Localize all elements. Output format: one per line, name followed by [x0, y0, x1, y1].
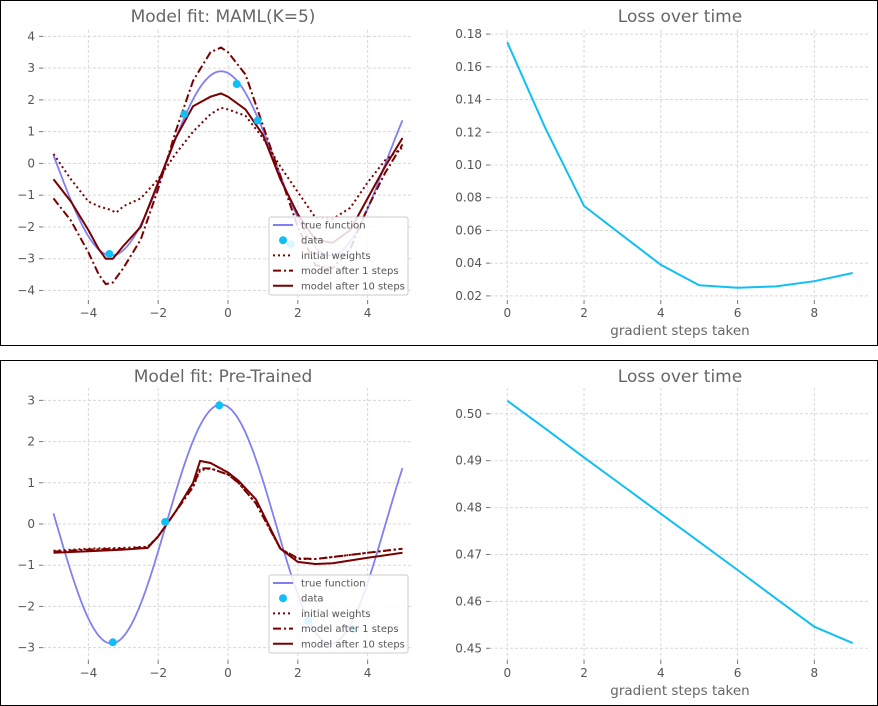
- top-left-legend-label-0: true function: [301, 221, 366, 232]
- bottom-left-title: Model fit: Pre-Trained: [134, 367, 313, 387]
- top-right-ytick-label-4: 0.10: [455, 158, 482, 172]
- bottom-right-ytick-label-3: 0.48: [455, 501, 482, 515]
- top-left-legend-label-4: model after 10 steps: [301, 281, 405, 292]
- bottom-right-xtick-label-3: 6: [734, 666, 742, 680]
- top-left-ytick-label-3: −1: [17, 188, 35, 202]
- bottom-left-xtick-label-4: 4: [364, 666, 372, 680]
- bottom-left-series-dashdot: [53, 467, 403, 561]
- bottom-left-data-point-2: [215, 401, 224, 410]
- top-right-loss-line: [506, 41, 853, 289]
- top-left-ytick-label-8: 4: [27, 29, 35, 43]
- top-right-title: Loss over time: [618, 7, 742, 27]
- top-right-xtick-label-2: 4: [657, 306, 665, 320]
- bottom-left-xtick-label-2: 0: [224, 666, 232, 680]
- bottom-left-legend-label-1: data: [301, 594, 324, 605]
- bottom-left-legend-label-4: model after 10 steps: [301, 639, 405, 650]
- bottom-left-ytick-label-4: 1: [27, 476, 35, 490]
- bottom-left-legend-label-3: model after 1 steps: [301, 624, 399, 635]
- bottom-left-ytick-label-6: 3: [27, 393, 35, 407]
- bottom-right-xtick-label-0: 0: [503, 666, 511, 680]
- bottom-right-xtick-label-4: 8: [811, 666, 819, 680]
- bottom-right-loss-line: [506, 399, 854, 645]
- top-right-ytick-label-5: 0.12: [455, 125, 482, 139]
- bottom-left-ytick-label-5: 2: [27, 435, 35, 449]
- top-left-legend-swatch-1: [279, 236, 287, 245]
- top-left-xtick-label-1: −2: [149, 306, 167, 320]
- top-right-ytick-label-7: 0.16: [455, 60, 482, 74]
- top-right-xlabel: gradient steps taken: [610, 323, 749, 339]
- bottom-left-ytick-label-2: −1: [17, 558, 35, 572]
- top-left-legend-label-3: model after 1 steps: [301, 266, 399, 277]
- top-left-legend-label-2: initial weights: [301, 251, 371, 262]
- bottom-right-ytick-label-0: 0.45: [455, 641, 482, 655]
- bottom-left-legend-box: [268, 574, 409, 654]
- top-right-xtick-label-3: 6: [734, 306, 742, 320]
- top-left-ytick-label-6: 2: [27, 93, 35, 107]
- bottom-left-legend-swatch-1: [279, 594, 287, 603]
- bottom-right-xtick-label-2: 4: [657, 666, 665, 680]
- top-left-ytick-label-1: −3: [17, 252, 35, 266]
- figure-panel-maml: [0, 0, 878, 346]
- bottom-left-data-point-0: [108, 638, 117, 647]
- bottom-left-legend-label-0: true function: [301, 579, 366, 590]
- bottom-left-xtick-label-0: −4: [80, 666, 98, 680]
- top-left-ytick-label-4: 0: [27, 156, 35, 170]
- bottom-left-series-dotted: [53, 467, 403, 560]
- top-left-ytick-label-7: 3: [27, 61, 35, 75]
- top-left-legend-box: [268, 216, 409, 296]
- bottom-right-ytick-label-4: 0.49: [455, 454, 482, 468]
- bottom-right-xlabel: gradient steps taken: [610, 683, 749, 699]
- top-left-xtick-label-3: 2: [294, 306, 302, 320]
- bottom-left-xtick-label-3: 2: [294, 666, 302, 680]
- top-right-ytick-label-6: 0.14: [455, 93, 482, 107]
- top-left-series-dashdot: [52, 46, 404, 286]
- top-right-ytick-label-2: 0.06: [455, 223, 482, 237]
- top-left-ytick-label-5: 1: [27, 125, 35, 139]
- bottom-right-ytick-label-5: 0.50: [455, 407, 482, 421]
- top-right-xtick-label-4: 8: [811, 306, 819, 320]
- bottom-left-ytick-label-1: −2: [17, 599, 35, 613]
- top-right-ytick-label-0: 0.02: [455, 289, 482, 303]
- top-right-xtick-label-1: 2: [580, 306, 588, 320]
- top-left-data-point-0: [105, 249, 114, 258]
- top-right-ytick-label-8: 0.18: [455, 27, 482, 41]
- top-left-xtick-label-2: 0: [224, 306, 232, 320]
- bottom-right-title: Loss over time: [618, 367, 742, 387]
- top-left-ytick-label-2: −2: [17, 220, 35, 234]
- bottom-left-legend-label-2: initial weights: [301, 609, 371, 620]
- top-left-data-point-3: [253, 116, 262, 125]
- top-left-xtick-label-0: −4: [80, 306, 98, 320]
- top-left-legend-label-1: data: [301, 236, 324, 247]
- bottom-right-xtick-label-1: 2: [580, 666, 588, 680]
- top-left-xtick-label-4: 4: [364, 306, 372, 320]
- top-left-data-point-1: [180, 110, 189, 119]
- top-left-data-point-2: [232, 80, 241, 88]
- bottom-right-ytick-label-1: 0.46: [455, 594, 482, 608]
- bottom-right-ytick-label-2: 0.47: [455, 547, 482, 561]
- top-right-xtick-label-0: 0: [503, 306, 511, 320]
- bottom-left-data-point-1: [161, 517, 170, 526]
- bottom-left-ytick-label-0: −3: [17, 641, 35, 655]
- bottom-left-ytick-label-3: 0: [27, 517, 35, 531]
- bottom-left-xtick-label-1: −2: [149, 666, 167, 680]
- bottom-left-series-solid: [53, 459, 403, 566]
- top-left-ytick-label-0: −4: [17, 283, 35, 297]
- top-right-ytick-label-1: 0.04: [455, 256, 482, 270]
- top-left-title: Model fit: MAML(K=5): [131, 7, 316, 27]
- top-right-ytick-label-3: 0.08: [455, 191, 482, 205]
